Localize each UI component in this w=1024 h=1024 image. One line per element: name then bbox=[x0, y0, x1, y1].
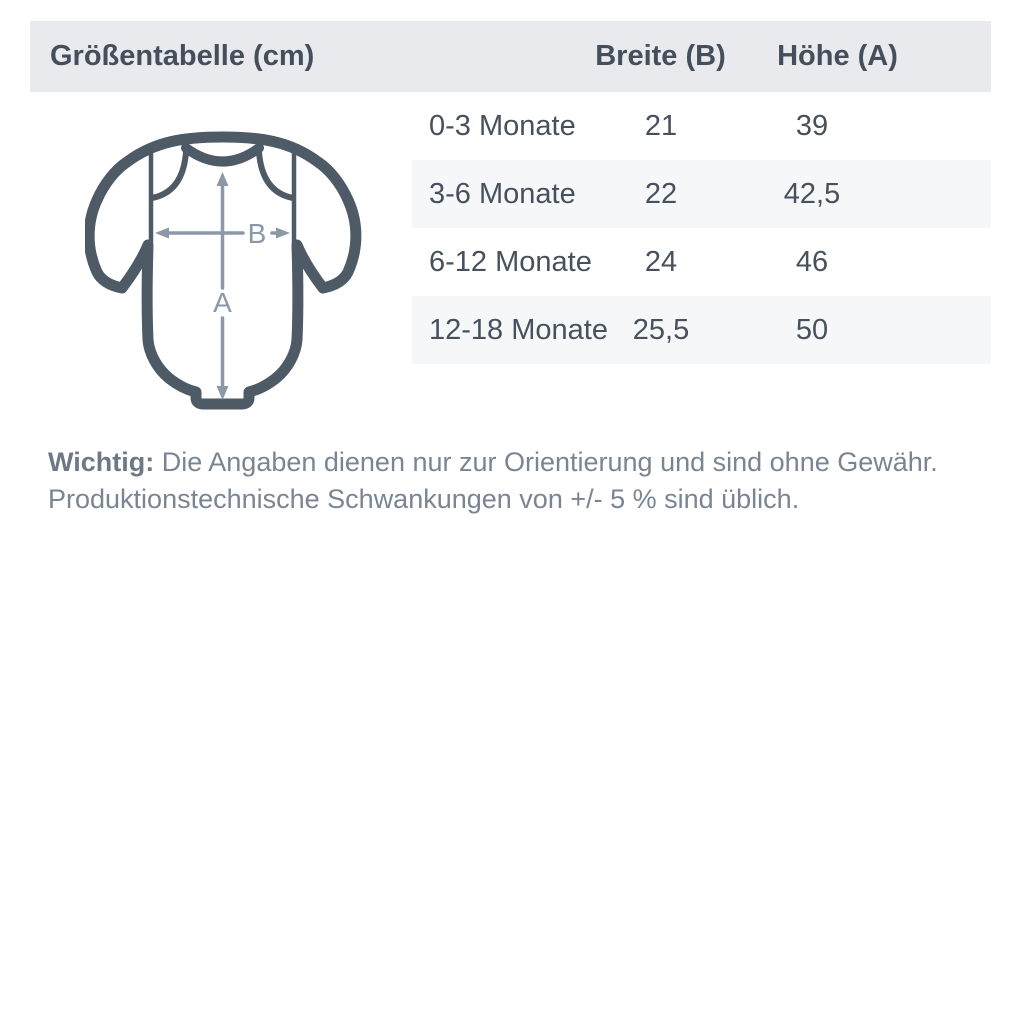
breite-value: 24 bbox=[644, 245, 678, 278]
column-header-hoehe: Höhe (A) bbox=[777, 40, 898, 72]
table-row: 6-12 Monate 24 46 bbox=[412, 228, 991, 296]
width-label: B bbox=[248, 218, 267, 249]
important-label: Wichtig: bbox=[48, 447, 155, 477]
size-label: 3-6 Monate bbox=[429, 177, 576, 210]
size-label: 6-12 Monate bbox=[429, 245, 592, 278]
disclaimer-text-2: Produktionstechnische Schwankungen von +… bbox=[48, 484, 800, 514]
table-header: Größentabelle (cm) Breite (B) Höhe (A) bbox=[30, 21, 991, 92]
disclaimer-line-1: Wichtig: Die Angaben dienen nur zur Orie… bbox=[48, 444, 988, 481]
baby-bodysuit-diagram: A B bbox=[85, 131, 362, 410]
arrowhead-right-icon bbox=[276, 227, 290, 239]
breite-value: 21 bbox=[644, 109, 678, 142]
page-title: Größentabelle (cm) bbox=[50, 40, 315, 72]
neckline bbox=[181, 143, 264, 167]
hoehe-value: 42,5 bbox=[783, 177, 841, 210]
table-row: 3-6 Monate 22 42,5 bbox=[412, 160, 991, 228]
disclaimer-note: Wichtig: Die Angaben dienen nur zur Orie… bbox=[48, 444, 988, 518]
breite-value: 22 bbox=[644, 177, 678, 210]
size-label: 12-18 Monate bbox=[429, 313, 608, 346]
hoehe-value: 46 bbox=[795, 245, 829, 278]
disclaimer-text-1: Die Angaben dienen nur zur Orientierung … bbox=[161, 447, 938, 477]
disclaimer-line-2: Produktionstechnische Schwankungen von +… bbox=[48, 481, 988, 518]
hoehe-value: 39 bbox=[795, 109, 829, 142]
height-label: A bbox=[213, 287, 232, 318]
breite-value: 25,5 bbox=[632, 313, 690, 346]
table-row: 0-3 Monate 21 39 bbox=[412, 92, 991, 160]
arrowhead-down-icon bbox=[216, 386, 229, 400]
shoulder-flap-left bbox=[149, 149, 189, 201]
column-header-breite: Breite (B) bbox=[595, 40, 726, 72]
shoulder-flap-right bbox=[256, 149, 296, 201]
size-table: 0-3 Monate 21 39 3-6 Monate 22 42,5 6-12… bbox=[412, 92, 991, 364]
hoehe-value: 50 bbox=[795, 313, 829, 346]
table-row: 12-18 Monate 25,5 50 bbox=[412, 296, 991, 364]
arrowhead-up-icon bbox=[216, 172, 229, 186]
size-label: 0-3 Monate bbox=[429, 109, 576, 142]
arrowhead-left-icon bbox=[155, 227, 169, 239]
